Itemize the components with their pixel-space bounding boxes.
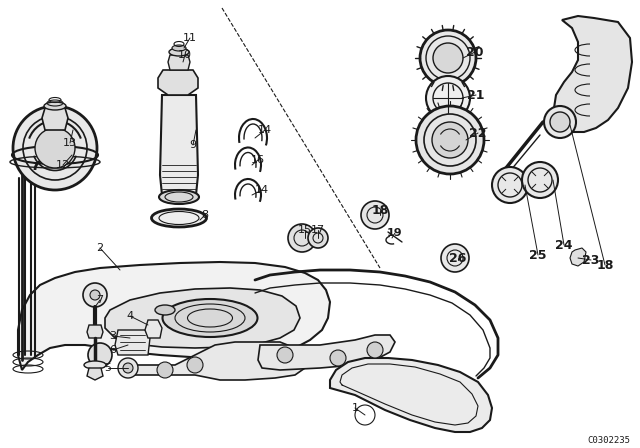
Circle shape <box>35 128 75 168</box>
Polygon shape <box>554 16 632 132</box>
Circle shape <box>420 30 476 86</box>
Text: 21: 21 <box>467 89 484 102</box>
Polygon shape <box>42 108 68 130</box>
Circle shape <box>187 357 203 373</box>
Polygon shape <box>87 368 103 380</box>
Ellipse shape <box>44 102 66 110</box>
Text: 7: 7 <box>97 295 104 305</box>
Polygon shape <box>330 358 492 432</box>
Text: 9: 9 <box>189 140 196 150</box>
Text: 20: 20 <box>467 46 484 59</box>
Text: C0302235: C0302235 <box>587 436 630 445</box>
Ellipse shape <box>152 209 207 227</box>
Ellipse shape <box>169 48 189 56</box>
Polygon shape <box>145 320 162 338</box>
Circle shape <box>330 350 346 366</box>
Circle shape <box>441 244 469 272</box>
Text: 18: 18 <box>596 258 614 271</box>
Text: 5: 5 <box>104 363 111 373</box>
Circle shape <box>288 224 316 252</box>
Circle shape <box>308 228 328 248</box>
Circle shape <box>83 283 107 307</box>
Text: 22: 22 <box>469 126 487 139</box>
Text: 14: 14 <box>258 125 272 135</box>
Polygon shape <box>115 330 150 355</box>
Circle shape <box>90 290 100 300</box>
Polygon shape <box>158 70 198 95</box>
Text: 8: 8 <box>202 210 209 220</box>
Text: 25: 25 <box>529 249 547 262</box>
Polygon shape <box>128 342 310 380</box>
Circle shape <box>123 363 133 373</box>
Circle shape <box>88 343 112 367</box>
Text: 10: 10 <box>178 50 192 60</box>
Text: 24: 24 <box>556 238 573 251</box>
Circle shape <box>544 106 576 138</box>
Polygon shape <box>87 325 103 338</box>
Text: 15: 15 <box>298 225 312 235</box>
Text: 17: 17 <box>311 225 325 235</box>
Text: 14: 14 <box>255 185 269 195</box>
Circle shape <box>550 112 570 132</box>
Text: 23: 23 <box>582 254 600 267</box>
Circle shape <box>416 106 484 174</box>
Text: 3: 3 <box>109 331 116 341</box>
Circle shape <box>492 167 528 203</box>
Text: 1: 1 <box>351 403 358 413</box>
Circle shape <box>432 122 468 158</box>
Circle shape <box>367 342 383 358</box>
Polygon shape <box>18 262 330 370</box>
Circle shape <box>426 76 470 120</box>
Circle shape <box>361 201 389 229</box>
Circle shape <box>118 358 138 378</box>
Circle shape <box>157 362 173 378</box>
Circle shape <box>522 162 558 198</box>
Circle shape <box>13 106 97 190</box>
Text: 12: 12 <box>56 160 70 170</box>
Polygon shape <box>160 95 198 195</box>
Ellipse shape <box>172 45 186 51</box>
Polygon shape <box>570 248 586 266</box>
Text: 13: 13 <box>63 138 77 148</box>
Text: 2: 2 <box>97 243 104 253</box>
Polygon shape <box>105 288 300 348</box>
Ellipse shape <box>159 190 199 204</box>
Text: 18: 18 <box>371 203 388 216</box>
Text: 19: 19 <box>387 228 403 238</box>
Circle shape <box>277 347 293 363</box>
Circle shape <box>433 43 463 73</box>
Text: 16: 16 <box>251 155 265 165</box>
Ellipse shape <box>84 361 106 369</box>
Text: 11: 11 <box>183 33 197 43</box>
Text: 6: 6 <box>109 345 116 355</box>
Polygon shape <box>258 335 395 370</box>
Text: 26: 26 <box>449 251 467 264</box>
Ellipse shape <box>155 305 175 315</box>
Text: 4: 4 <box>127 311 134 321</box>
Polygon shape <box>168 55 190 70</box>
Ellipse shape <box>163 299 257 337</box>
